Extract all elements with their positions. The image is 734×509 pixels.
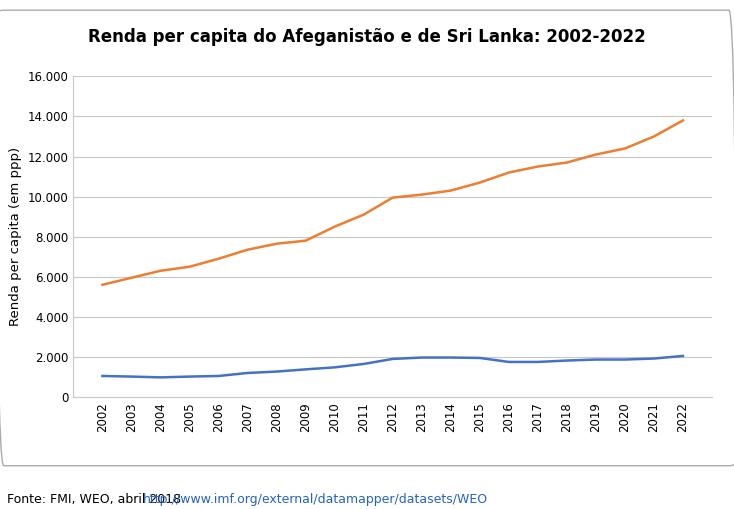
Afeganistão: [127, 374, 136, 380]
Sri Lanka: [330, 223, 339, 230]
Sri Lanka: [504, 169, 513, 176]
Afeganistão: [446, 354, 455, 360]
Afeganistão: [214, 373, 223, 379]
Sri Lanka: [359, 212, 368, 218]
Afeganistão: [534, 359, 542, 365]
Sri Lanka: [534, 163, 542, 169]
Afeganistão: [418, 354, 426, 360]
Sri Lanka: [301, 238, 310, 244]
Afeganistão: [301, 366, 310, 373]
Afeganistão: [504, 359, 513, 365]
Line: Afeganistão: Afeganistão: [103, 356, 683, 377]
Text: Fonte: FMI, WEO, abril 2018: Fonte: FMI, WEO, abril 2018: [7, 493, 186, 506]
Sri Lanka: [650, 133, 658, 139]
Afeganistão: [243, 370, 252, 376]
Afeganistão: [359, 361, 368, 367]
Y-axis label: Renda per capita (em ppp): Renda per capita (em ppp): [9, 147, 22, 326]
Text: Renda per capita do Afeganistão e de Sri Lanka: 2002-2022: Renda per capita do Afeganistão e de Sri…: [88, 28, 646, 46]
Afeganistão: [272, 369, 281, 375]
Afeganistão: [98, 373, 107, 379]
Sri Lanka: [388, 194, 397, 201]
Afeganistão: [592, 356, 600, 362]
Sri Lanka: [592, 152, 600, 158]
Text: http://www.imf.org/external/datamapper/datasets/WEO: http://www.imf.org/external/datamapper/d…: [143, 493, 488, 506]
Sri Lanka: [185, 264, 194, 270]
Sri Lanka: [214, 256, 223, 262]
Sri Lanka: [446, 187, 455, 193]
Sri Lanka: [620, 146, 629, 152]
Afeganistão: [388, 356, 397, 362]
Sri Lanka: [562, 159, 571, 165]
Sri Lanka: [98, 282, 107, 288]
Afeganistão: [330, 364, 339, 371]
Line: Sri Lanka: Sri Lanka: [103, 121, 683, 285]
Afeganistão: [156, 374, 165, 380]
Afeganistão: [620, 356, 629, 362]
Sri Lanka: [476, 180, 484, 186]
Sri Lanka: [678, 118, 687, 124]
Afeganistão: [562, 357, 571, 363]
Afeganistão: [650, 355, 658, 361]
Afeganistão: [678, 353, 687, 359]
Sri Lanka: [243, 247, 252, 253]
Sri Lanka: [127, 275, 136, 281]
Sri Lanka: [418, 191, 426, 197]
Afeganistão: [476, 355, 484, 361]
Sri Lanka: [272, 241, 281, 247]
Sri Lanka: [156, 268, 165, 274]
Afeganistão: [185, 374, 194, 380]
